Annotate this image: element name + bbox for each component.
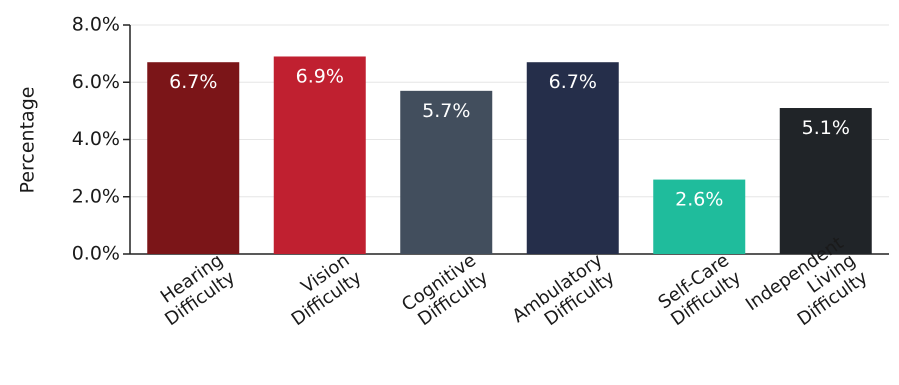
y-tick-label: 4.0% (72, 128, 120, 150)
bar (400, 90, 493, 255)
bar (779, 108, 872, 254)
data-label: 6.7% (169, 71, 217, 93)
data-label: 6.9% (296, 65, 344, 87)
y-tick-label: 6.0% (72, 71, 120, 93)
bar (653, 179, 746, 254)
gridlines (130, 24, 889, 198)
bar (273, 56, 366, 254)
y-axis-title: Percentage (17, 87, 39, 194)
bars (147, 56, 872, 255)
data-label: 6.7% (549, 71, 597, 93)
y-tick-label: 0.0% (72, 243, 120, 265)
data-label: 5.7% (422, 100, 470, 122)
data-label: 2.6% (675, 189, 723, 211)
bar (526, 62, 619, 255)
data-labels: 6.7% 6.9% 5.7% 6.7% 2.6% 5.1% (169, 65, 850, 210)
y-tick-label: 2.0% (72, 185, 120, 207)
y-tick-label: 8.0% (72, 14, 120, 36)
y-axis-ticks: 0.0% 2.0% 4.0% 6.0% 8.0% (72, 14, 130, 265)
data-label: 5.1% (802, 117, 850, 139)
bar (147, 62, 240, 255)
